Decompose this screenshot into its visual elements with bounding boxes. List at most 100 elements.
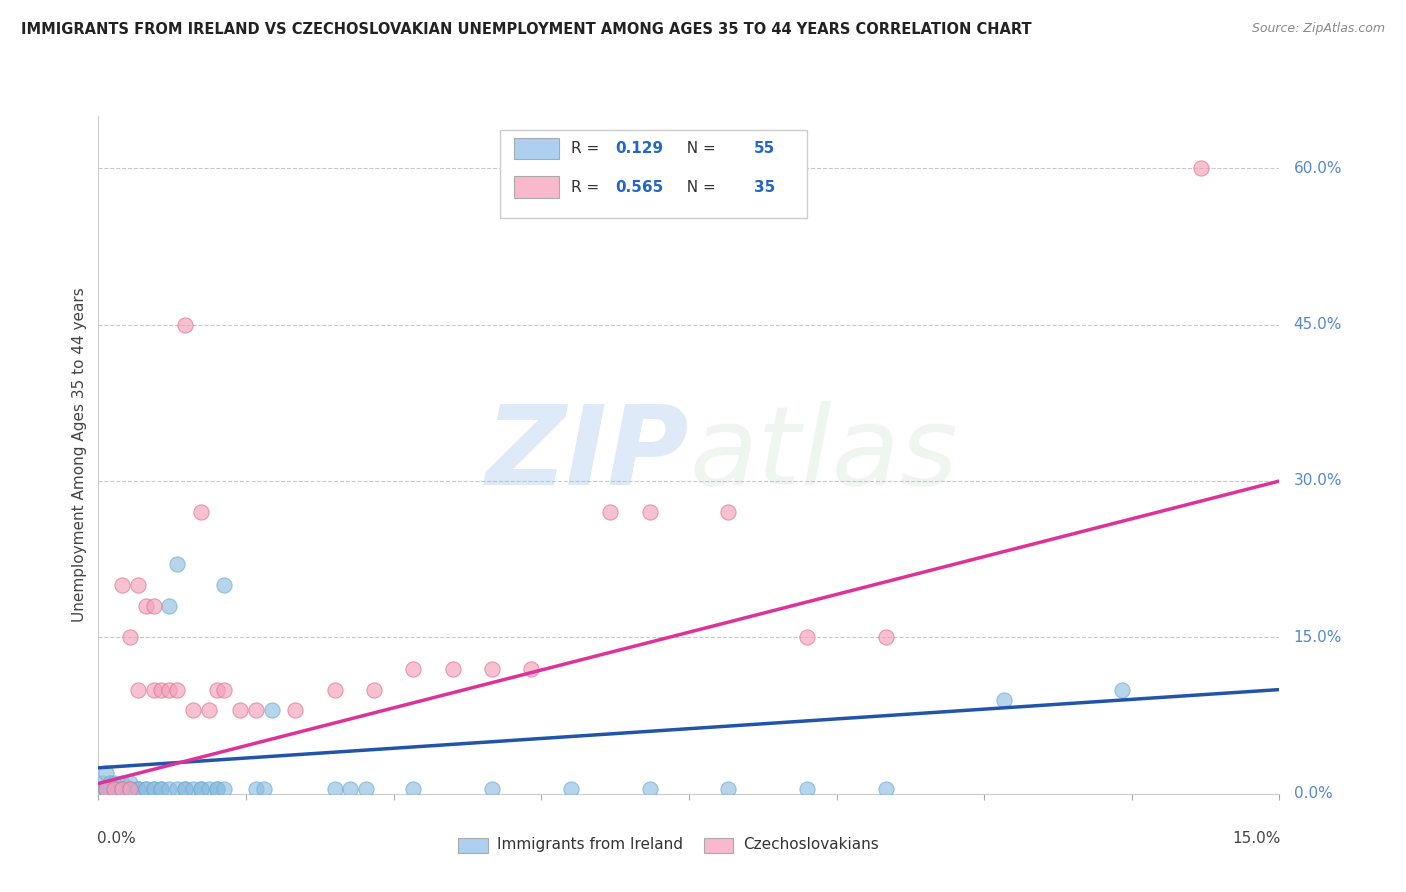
Bar bbox=[703, 838, 733, 853]
Point bbox=[323, 682, 346, 697]
Point bbox=[127, 578, 149, 592]
Point bbox=[118, 781, 141, 796]
Point bbox=[402, 662, 425, 676]
Text: 55: 55 bbox=[754, 141, 775, 156]
Point bbox=[96, 766, 118, 780]
Text: 35: 35 bbox=[754, 179, 775, 194]
Point bbox=[875, 631, 897, 645]
Point bbox=[197, 703, 219, 717]
Point bbox=[111, 781, 134, 796]
Text: 45.0%: 45.0% bbox=[1294, 317, 1341, 332]
Point bbox=[181, 703, 204, 717]
Text: R =: R = bbox=[571, 141, 605, 156]
Point bbox=[142, 781, 165, 796]
Text: IMMIGRANTS FROM IRELAND VS CZECHOSLOVAKIAN UNEMPLOYMENT AMONG AGES 35 TO 44 YEAR: IMMIGRANTS FROM IRELAND VS CZECHOSLOVAKI… bbox=[21, 22, 1032, 37]
Bar bbox=[515, 137, 560, 160]
Point bbox=[190, 781, 212, 796]
Text: Czechoslovakians: Czechoslovakians bbox=[742, 838, 879, 852]
Point bbox=[174, 318, 197, 332]
Point bbox=[135, 599, 157, 614]
Point bbox=[796, 631, 818, 645]
Point bbox=[875, 781, 897, 796]
Point bbox=[107, 781, 129, 796]
Point bbox=[111, 781, 134, 796]
Text: Immigrants from Ireland: Immigrants from Ireland bbox=[498, 838, 683, 852]
Point bbox=[98, 781, 121, 796]
FancyBboxPatch shape bbox=[501, 129, 807, 218]
Point bbox=[98, 776, 121, 790]
Point bbox=[214, 781, 236, 796]
Text: 15.0%: 15.0% bbox=[1294, 630, 1341, 645]
Point bbox=[638, 505, 661, 519]
Point bbox=[142, 682, 165, 697]
Point bbox=[118, 776, 141, 790]
Point bbox=[166, 781, 188, 796]
Point bbox=[93, 781, 115, 796]
Point bbox=[118, 781, 141, 796]
Point bbox=[174, 781, 197, 796]
Point bbox=[284, 703, 307, 717]
Point bbox=[599, 505, 621, 519]
Point bbox=[157, 781, 180, 796]
Point bbox=[323, 781, 346, 796]
Point bbox=[127, 781, 149, 796]
Text: atlas: atlas bbox=[689, 401, 957, 508]
Bar bbox=[515, 177, 560, 198]
Point bbox=[135, 781, 157, 796]
Point bbox=[481, 662, 503, 676]
Point bbox=[150, 682, 173, 697]
Point bbox=[97, 781, 120, 796]
Point bbox=[181, 781, 204, 796]
Point bbox=[103, 776, 125, 790]
Point bbox=[1189, 161, 1212, 175]
Point bbox=[103, 781, 125, 796]
Point bbox=[993, 693, 1015, 707]
Point bbox=[638, 781, 661, 796]
Point bbox=[260, 703, 283, 717]
Point bbox=[142, 781, 165, 796]
Point bbox=[197, 781, 219, 796]
Point bbox=[190, 505, 212, 519]
Point bbox=[127, 781, 149, 796]
Point bbox=[166, 558, 188, 572]
Point bbox=[363, 682, 385, 697]
Point bbox=[127, 781, 149, 796]
Point bbox=[717, 781, 740, 796]
Point bbox=[157, 682, 180, 697]
Text: ZIP: ZIP bbox=[485, 401, 689, 508]
Point bbox=[135, 781, 157, 796]
Point bbox=[127, 682, 149, 697]
Text: 60.0%: 60.0% bbox=[1294, 161, 1343, 176]
Point bbox=[205, 682, 228, 697]
Point bbox=[111, 781, 134, 796]
Point bbox=[205, 781, 228, 796]
Point bbox=[214, 682, 236, 697]
Point bbox=[111, 578, 134, 592]
Point bbox=[796, 781, 818, 796]
Point bbox=[91, 776, 114, 790]
Text: 30.0%: 30.0% bbox=[1294, 474, 1343, 489]
Point bbox=[142, 599, 165, 614]
Point bbox=[111, 776, 134, 790]
Text: 0.565: 0.565 bbox=[616, 179, 664, 194]
Point bbox=[103, 781, 125, 796]
Point bbox=[118, 781, 141, 796]
Point bbox=[481, 781, 503, 796]
Point bbox=[166, 682, 188, 697]
Point bbox=[253, 781, 276, 796]
Point bbox=[229, 703, 252, 717]
Bar bbox=[458, 838, 488, 853]
Point bbox=[717, 505, 740, 519]
Point bbox=[118, 631, 141, 645]
Text: N =: N = bbox=[678, 141, 721, 156]
Y-axis label: Unemployment Among Ages 35 to 44 years: Unemployment Among Ages 35 to 44 years bbox=[72, 287, 87, 623]
Point bbox=[150, 781, 173, 796]
Text: N =: N = bbox=[678, 179, 721, 194]
Point bbox=[103, 781, 125, 796]
Point bbox=[245, 781, 267, 796]
Text: R =: R = bbox=[571, 179, 605, 194]
Point bbox=[441, 662, 464, 676]
Point bbox=[150, 781, 173, 796]
Text: Source: ZipAtlas.com: Source: ZipAtlas.com bbox=[1251, 22, 1385, 36]
Point bbox=[560, 781, 582, 796]
